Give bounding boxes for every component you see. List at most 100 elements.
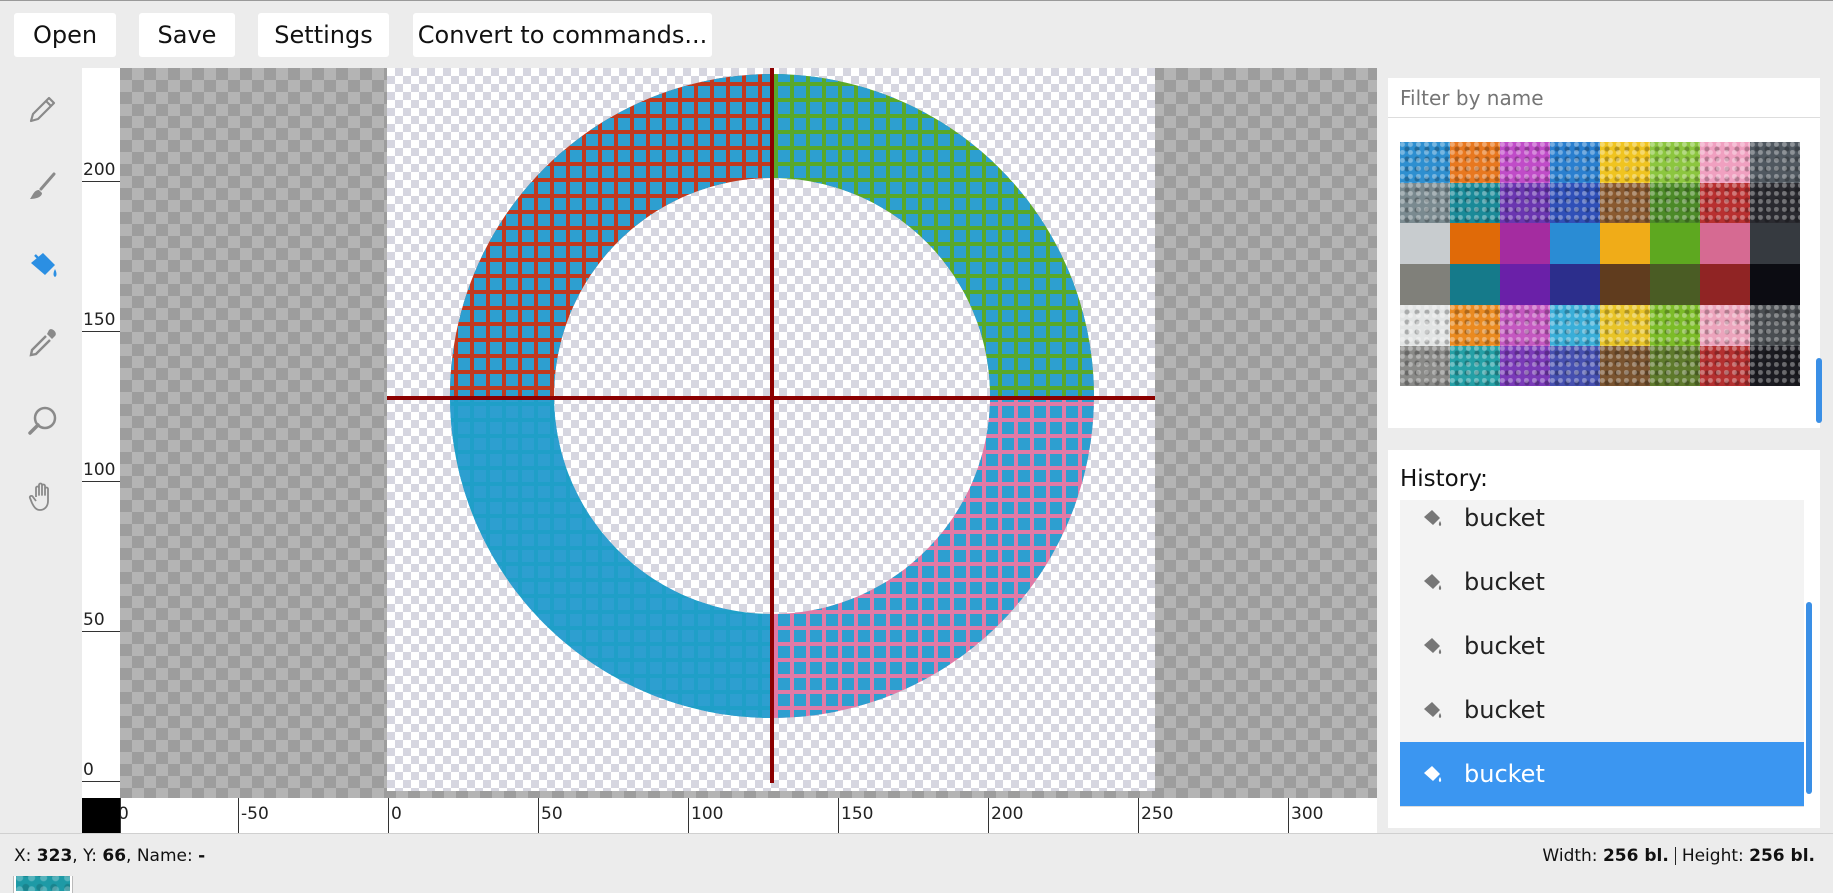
save-button[interactable]: Save: [139, 13, 235, 57]
palette-block-2-4[interactable]: [1600, 223, 1650, 265]
history-item[interactable]: bucket: [1400, 500, 1804, 551]
history-scrollbar[interactable]: [1806, 602, 1812, 794]
palette-block-5-2[interactable]: [1500, 345, 1550, 387]
ruler-tick: [82, 331, 120, 332]
palette-block-5-0[interactable]: [1400, 345, 1450, 387]
zoom-tool[interactable]: [22, 400, 64, 442]
magnifier-icon: [28, 406, 57, 435]
palette-block-3-6[interactable]: [1700, 264, 1750, 305]
width-value: 256 bl.: [1602, 846, 1669, 866]
ruler-label-h: 250: [1141, 804, 1174, 824]
palette-block-3-3[interactable]: [1550, 264, 1600, 305]
ring-drawing[interactable]: [120, 68, 1377, 798]
palette-block-0-0[interactable]: [1400, 142, 1450, 183]
palette-block-3-1[interactable]: [1450, 264, 1500, 305]
open-button[interactable]: Open: [14, 13, 116, 57]
palette-block-1-2[interactable]: [1500, 182, 1550, 224]
palette-block-4-6[interactable]: [1700, 304, 1750, 346]
history-panel: History: bucket bucket bucket bucket bucket: [1388, 450, 1820, 828]
palette-block-4-3[interactable]: [1550, 304, 1600, 346]
palette-block-2-6[interactable]: [1700, 223, 1750, 265]
palette-block-2-1[interactable]: [1450, 223, 1500, 265]
palette-block-1-3[interactable]: [1550, 182, 1600, 224]
ruler-tick: [238, 798, 239, 833]
palette-block-5-3[interactable]: [1550, 345, 1600, 387]
palette-block-4-2[interactable]: [1500, 304, 1550, 346]
ruler-label-h: 200: [991, 804, 1024, 824]
ruler-label-h: 300: [1291, 804, 1324, 824]
eyedropper-tool[interactable]: [22, 322, 64, 364]
settings-button[interactable]: Settings: [258, 13, 389, 57]
paint-bucket-tool[interactable]: [22, 244, 64, 286]
brush-tool[interactable]: [22, 166, 64, 208]
palette-block-4-7[interactable]: [1750, 304, 1800, 346]
palette-block-5-1[interactable]: [1450, 345, 1500, 387]
palette-block-5-4[interactable]: [1600, 345, 1650, 387]
history-item[interactable]: bucket: [1400, 550, 1804, 615]
palette-block-0-7[interactable]: [1750, 142, 1800, 183]
palette-block-0-3[interactable]: [1550, 142, 1600, 183]
name-label: , Name:: [126, 846, 199, 866]
paint-bucket-icon: [1420, 634, 1444, 658]
palette-block-5-7[interactable]: [1750, 345, 1800, 387]
filter-input[interactable]: [1388, 78, 1820, 118]
palette-block-0-5[interactable]: [1650, 142, 1700, 183]
palette-block-1-7[interactable]: [1750, 182, 1800, 224]
palette-block-4-4[interactable]: [1600, 304, 1650, 346]
cursor-info: X: 323, Y: 66, Name: -: [14, 846, 205, 866]
ruler-tick: [120, 798, 121, 833]
palette-block-1-1[interactable]: [1450, 182, 1500, 224]
ruler-label-v: 50: [83, 610, 105, 630]
height-label: Height:: [1681, 846, 1750, 866]
palette-block-4-1[interactable]: [1450, 304, 1500, 346]
palette-block-1-4[interactable]: [1600, 182, 1650, 224]
palette-block-0-2[interactable]: [1500, 142, 1550, 183]
ruler-label-v: 150: [83, 310, 116, 330]
palette-block-2-7[interactable]: [1750, 223, 1800, 265]
x-value: 323: [36, 846, 73, 866]
history-item[interactable]: bucket: [1400, 614, 1804, 679]
history-item-label: bucket: [1464, 760, 1545, 788]
ruler-tick: [688, 798, 689, 833]
convert-to-commands-button[interactable]: Convert to commands...: [413, 13, 712, 57]
palette-block-2-3[interactable]: [1550, 223, 1600, 265]
palette-block-3-7[interactable]: [1750, 264, 1800, 305]
image-size-info: Width: 256 bl. Height: 256 bl.: [1542, 846, 1815, 866]
history-item-label: bucket: [1464, 504, 1545, 532]
palette-block-0-4[interactable]: [1600, 142, 1650, 183]
block-palette: [1388, 78, 1822, 428]
palette-block-3-4[interactable]: [1600, 264, 1650, 305]
palette-block-4-0[interactable]: [1400, 304, 1450, 346]
ruler-tick: [838, 798, 839, 833]
ruler-label-v: 200: [83, 160, 116, 180]
history-item[interactable]: bucket: [1400, 678, 1804, 743]
pencil-tool[interactable]: [22, 88, 64, 130]
history-item-label: bucket: [1464, 568, 1545, 596]
palette-block-5-5[interactable]: [1650, 345, 1700, 387]
y-value: 66: [102, 846, 127, 866]
palette-block-3-5[interactable]: [1650, 264, 1700, 305]
palette-scrollbar[interactable]: [1816, 358, 1822, 423]
palette-block-3-2[interactable]: [1500, 264, 1550, 305]
ruler-label-h: 150: [841, 804, 874, 824]
history-item[interactable]: bucket: [1400, 742, 1804, 807]
palette-block-4-5[interactable]: [1650, 304, 1700, 346]
palette-block-2-5[interactable]: [1650, 223, 1700, 265]
brush-icon: [30, 172, 56, 199]
paint-bucket-icon: [1420, 506, 1444, 530]
palette-block-1-6[interactable]: [1700, 182, 1750, 224]
eyedropper-icon: [29, 329, 56, 357]
palette-block-2-0[interactable]: [1400, 223, 1450, 265]
ruler-tick: [82, 481, 120, 482]
palette-block-1-0[interactable]: [1400, 182, 1450, 224]
palette-block-2-2[interactable]: [1500, 223, 1550, 265]
palette-block-1-5[interactable]: [1650, 182, 1700, 224]
palette-block-0-6[interactable]: [1700, 142, 1750, 183]
ruler-label-h: 100: [691, 804, 724, 824]
palette-block-3-0[interactable]: [1400, 264, 1450, 305]
hand-tool[interactable]: [22, 476, 64, 518]
palette-block-5-6[interactable]: [1700, 345, 1750, 387]
ruler-label-v: 0: [83, 760, 94, 780]
drawing-canvas[interactable]: [120, 68, 1377, 798]
palette-block-0-1[interactable]: [1450, 142, 1500, 183]
